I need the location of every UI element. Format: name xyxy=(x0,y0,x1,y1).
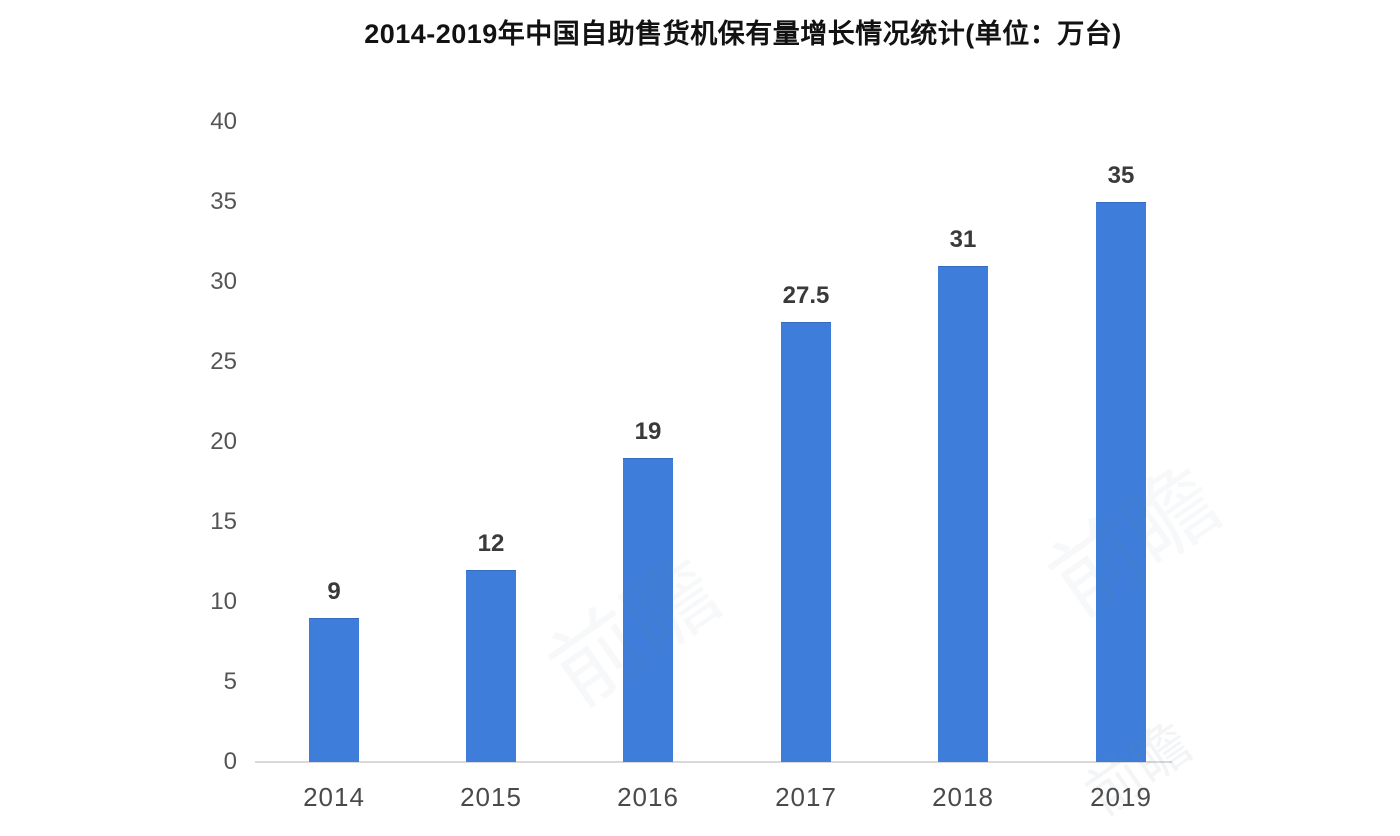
bar-2014 xyxy=(309,618,359,762)
x-tick-label: 2015 xyxy=(460,782,522,812)
bar-value-label: 31 xyxy=(949,226,977,253)
bar-value-label: 19 xyxy=(634,418,662,445)
y-tick-label: 40 xyxy=(210,108,237,135)
x-tick-label: 2014 xyxy=(303,782,365,812)
bar-2018 xyxy=(938,266,988,762)
bar-value-label: 27.5 xyxy=(782,282,830,309)
y-tick-label: 20 xyxy=(210,428,237,455)
bar-value-label: 12 xyxy=(477,530,505,557)
y-tick-label: 25 xyxy=(210,348,237,375)
x-tick-label: 2018 xyxy=(932,782,994,812)
bar-2016 xyxy=(623,458,673,762)
bar-value-label: 9 xyxy=(327,578,341,605)
y-tick-label: 30 xyxy=(210,268,237,295)
bar-2019 xyxy=(1096,202,1146,762)
y-tick-label: 0 xyxy=(223,748,237,775)
y-tick-label: 10 xyxy=(210,588,237,615)
y-tick-label: 15 xyxy=(210,508,237,535)
y-tick-label: 35 xyxy=(210,188,237,215)
x-tick-label: 2017 xyxy=(775,782,837,812)
x-axis-baseline xyxy=(255,761,1172,763)
y-tick-label: 5 xyxy=(223,668,237,695)
chart-title: 2014-2019年中国自助售货机保有量增长情况统计(单位：万台) xyxy=(364,19,1122,49)
x-tick-label: 2016 xyxy=(617,782,679,812)
bar-2017 xyxy=(781,322,831,762)
bar-2015 xyxy=(466,570,516,762)
bar-value-label: 35 xyxy=(1107,162,1135,189)
x-tick-label: 2019 xyxy=(1090,782,1152,812)
